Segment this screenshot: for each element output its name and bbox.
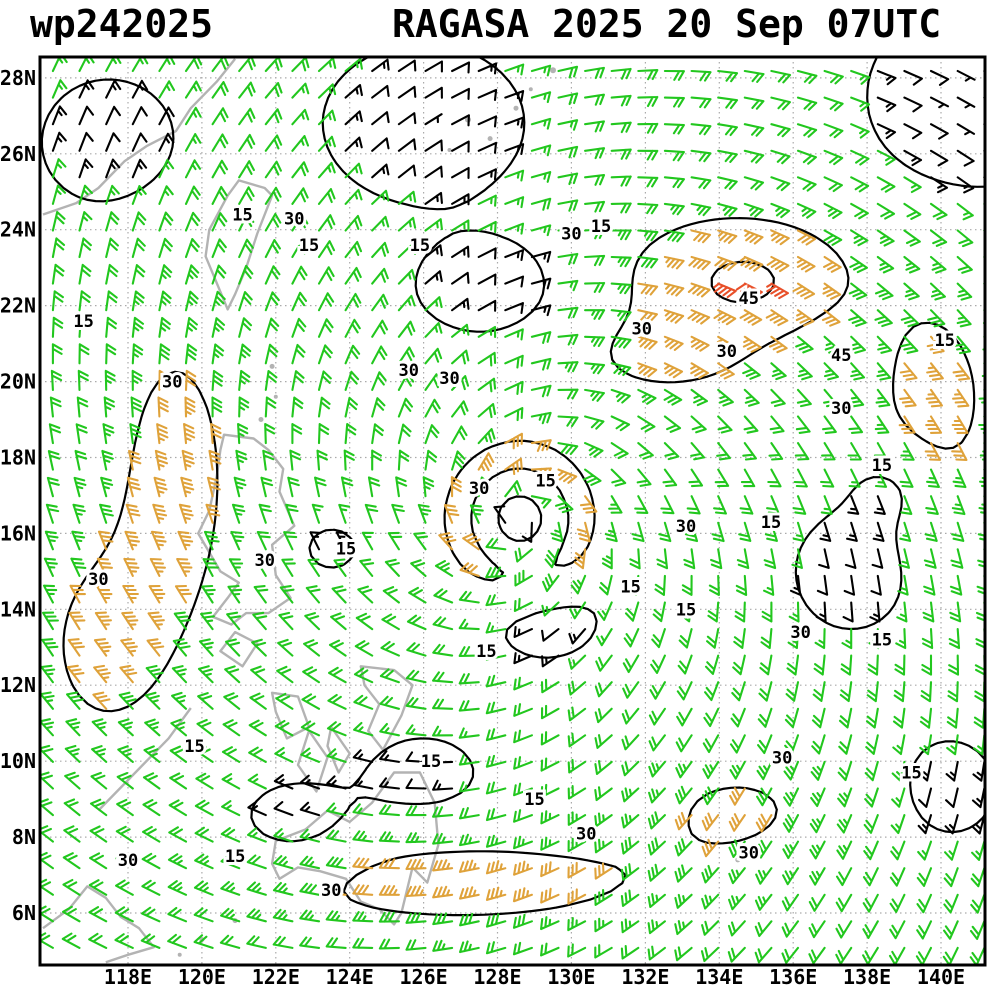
isotach-label-30: 30 xyxy=(284,209,304,229)
isotach-label-30: 30 xyxy=(254,551,274,571)
typhoon-symbol xyxy=(507,501,533,535)
y-axis-tick-label: 14N xyxy=(0,597,36,621)
isotach-label-15: 15 xyxy=(299,236,319,256)
isotach-label-15: 15 xyxy=(761,513,781,533)
x-axis-tick-label: 132E xyxy=(621,965,669,989)
y-axis-tick-label: 22N xyxy=(0,294,36,318)
isotach-label-30: 30 xyxy=(716,342,736,362)
isotach-label-45: 45 xyxy=(739,289,759,309)
isotach-label-15: 15 xyxy=(901,764,921,784)
x-axis-tick-label: 124E xyxy=(326,965,374,989)
x-axis-tick-label: 136E xyxy=(769,965,817,989)
x-axis-tick-label: 138E xyxy=(843,965,891,989)
isotach-contour-layer xyxy=(40,57,985,917)
isotach-label-15: 15 xyxy=(336,540,356,560)
isotach-label-30: 30 xyxy=(162,373,182,393)
isotach-label-30: 30 xyxy=(88,570,108,590)
typhoon-arm-top xyxy=(522,501,533,517)
isotach-label-15: 15 xyxy=(421,752,441,772)
wind-barb-layer xyxy=(40,57,985,965)
isotach-label-30: 30 xyxy=(321,881,341,901)
island-dot xyxy=(487,136,493,142)
isotach-label-30: 30 xyxy=(399,361,419,381)
isotach-label-45: 45 xyxy=(831,346,851,366)
isotach-label-15: 15 xyxy=(73,312,93,332)
coastline-cebu xyxy=(326,725,351,774)
isotach-label-15: 15 xyxy=(535,471,555,491)
isotach-label-15: 15 xyxy=(872,456,892,476)
isotach-label-15: 15 xyxy=(934,331,954,351)
island-dot xyxy=(528,87,533,92)
x-axis-tick-label: 120E xyxy=(178,965,226,989)
isotach-label-30: 30 xyxy=(772,748,792,768)
isotach-label-15: 15 xyxy=(476,642,496,662)
y-axis-tick-label: 10N xyxy=(0,749,36,773)
y-axis-tick-label: 12N xyxy=(0,673,36,697)
y-axis-tick-label: 28N xyxy=(0,66,36,90)
coastline-borneo xyxy=(42,885,155,964)
island-dot xyxy=(550,67,556,74)
chart-title: RAGASA 2025 20 Sep 07UTC xyxy=(392,2,942,46)
isotach-label-15: 15 xyxy=(184,737,204,757)
isotach-contour-30kt xyxy=(62,217,976,917)
x-axis-tick-label: 140E xyxy=(917,965,965,989)
x-axis-tick-label: 122E xyxy=(252,965,300,989)
y-axis-tick-label: 26N xyxy=(0,142,36,166)
wind-barbs-#dfa23a xyxy=(66,229,971,905)
isotach-label-15: 15 xyxy=(232,206,252,226)
coastline-luzon xyxy=(197,433,296,626)
isotach-label-15: 15 xyxy=(591,217,611,237)
isotach-label-15: 15 xyxy=(620,578,640,598)
y-axis-tick-label: 20N xyxy=(0,370,36,394)
island-dot xyxy=(447,148,452,152)
x-axis-tick-label: 118E xyxy=(104,965,152,989)
island-dot xyxy=(258,417,264,422)
isotach-label-15: 15 xyxy=(872,631,892,651)
island-dot xyxy=(273,394,278,399)
isotach-label-30: 30 xyxy=(561,225,581,245)
wind-barbs-#e8502a xyxy=(713,282,789,300)
island-dot xyxy=(269,363,275,369)
contour-label-layer: 15 30 15 15 30 15 45 30 30 45 15 15 30 30 30 30 30 15 15 30… xyxy=(70,203,958,905)
island-dot xyxy=(513,105,519,111)
x-axis-tick-label: 126E xyxy=(400,965,448,989)
isotach-label-15: 15 xyxy=(410,236,430,256)
y-axis-tick-label: 6N xyxy=(12,901,36,925)
x-axis-tick-label: 130E xyxy=(547,965,595,989)
y-axis-tick-label: 24N xyxy=(0,218,36,242)
wind-barbs-#000000 xyxy=(51,58,985,835)
y-axis-labels: 6N 8N 10N 12N 14N 16N 18N 20N 22N 24N 26N 28N xyxy=(0,66,36,925)
isotach-label-15: 15 xyxy=(524,790,544,810)
isotach-label-30: 30 xyxy=(676,517,696,537)
isotach-label-30: 30 xyxy=(831,399,851,419)
isotach-label-15: 15 xyxy=(676,600,696,620)
isotach-label-30: 30 xyxy=(469,479,489,499)
island-dot xyxy=(735,857,741,863)
isotach-label-30: 30 xyxy=(439,369,459,389)
isotach-label-30: 30 xyxy=(739,843,759,863)
y-axis-tick-label: 18N xyxy=(0,446,36,470)
isotach-label-15: 15 xyxy=(225,847,245,867)
coastline-panay xyxy=(270,691,311,740)
isotach-label-30: 30 xyxy=(576,824,596,844)
x-axis-labels: 118E 120E 122E 124E 126E 128E 130E 132E 134E 136E… xyxy=(104,965,965,989)
x-axis-tick-label: 134E xyxy=(695,965,743,989)
coastline-mindoro xyxy=(219,630,259,668)
map-frame xyxy=(38,55,987,967)
typhoon-center-dot xyxy=(513,512,526,525)
coastline-layer xyxy=(42,58,741,964)
wind-barbs-#22c71e xyxy=(40,57,985,965)
isotach-label-30: 30 xyxy=(118,851,138,871)
isotach-label-30: 30 xyxy=(631,319,651,339)
island-dot xyxy=(177,952,182,957)
storm-id-label: wp242025 xyxy=(30,2,214,46)
typhoon-arm-bottom xyxy=(507,519,518,535)
y-axis-tick-label: 8N xyxy=(12,825,36,849)
y-axis-tick-label: 16N xyxy=(0,521,36,545)
x-axis-tick-label: 128E xyxy=(473,965,521,989)
isotach-label-30: 30 xyxy=(790,623,810,643)
coastline-samar-leyte xyxy=(359,665,414,751)
